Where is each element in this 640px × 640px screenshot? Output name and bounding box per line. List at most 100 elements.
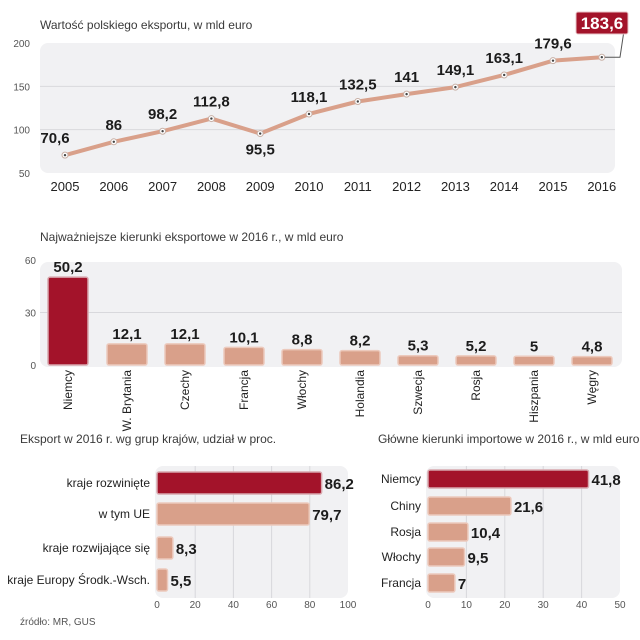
bars — [156, 471, 323, 592]
chart-title: Wartość polskiego eksportu, w mld euro — [40, 18, 253, 32]
x-tick-label: 10 — [461, 600, 473, 611]
data-labels: 70,6 86 98,2 112,8 95,5 118,1 132,5 141 149,1 163… — [40, 11, 629, 159]
bar — [397, 354, 439, 366]
series-line-path — [63, 55, 604, 158]
x-tick-label: 2006 — [99, 179, 128, 194]
bar — [427, 573, 456, 593]
highlight-label-box — [575, 11, 629, 35]
data-label: 9,5 — [467, 550, 488, 567]
data-label: 8,2 — [350, 333, 371, 350]
bar — [427, 547, 466, 567]
category-label: Włochy — [295, 370, 309, 409]
y-axis-ticks: 50 100 150 200 — [13, 39, 30, 180]
category-label: Hiszpania — [527, 370, 541, 423]
bar — [156, 502, 310, 526]
category-label: kraje Europy Środk.-Wsch. — [7, 572, 150, 587]
source-note: źródło: MR, GUS — [20, 617, 96, 628]
x-tick-label: 40 — [576, 600, 588, 611]
bar — [513, 355, 555, 366]
y-tick-label: 0 — [30, 361, 36, 372]
data-labels: 86,2 79,7 8,3 5,5 — [171, 476, 354, 590]
y-tick-label: 200 — [13, 39, 30, 50]
category-label: Rosja — [390, 525, 421, 539]
data-label: 112,8 — [193, 94, 230, 111]
gridlines — [40, 85, 615, 131]
data-label: 4,8 — [582, 339, 603, 356]
callout-leader-line — [604, 23, 626, 58]
bar — [427, 522, 469, 542]
export-directions-bar-chart: Najważniejsze kierunki eksportowe w 2016… — [25, 230, 622, 431]
data-label: 86,2 — [325, 476, 354, 493]
x-tick-label: 0 — [154, 600, 160, 611]
data-label: 5,2 — [466, 338, 487, 355]
category-label: Rosja — [469, 370, 483, 401]
data-label: 12,1 — [112, 326, 141, 343]
x-axis-ticks: 0 20 40 60 80 100 — [154, 600, 357, 611]
data-labels: 50,2 12,1 12,1 10,1 8,8 8,2 5,3 5,2 5 4,8 — [53, 259, 602, 355]
data-label: 10,4 — [471, 525, 501, 542]
data-label: 50,2 — [53, 259, 82, 276]
import-directions-bar-chart: Główne kierunki importowe w 2016 r., w m… — [378, 432, 640, 611]
x-tick-label: 40 — [228, 600, 240, 611]
bar — [339, 349, 381, 366]
data-point-center — [503, 73, 506, 77]
x-tick-label: 2008 — [197, 179, 226, 194]
y-tick-label: 100 — [13, 126, 30, 137]
category-label: Czechy — [178, 370, 192, 410]
x-tick-label: 80 — [304, 600, 316, 611]
category-label: Niemcy — [381, 472, 421, 486]
x-axis-ticks: 0 10 20 30 40 50 — [425, 600, 626, 611]
x-tick-label: 20 — [499, 600, 511, 611]
data-point-center — [259, 132, 262, 135]
y-tick-label: 30 — [25, 309, 37, 320]
category-label: Francja — [381, 576, 421, 590]
category-label: Niemcy — [61, 370, 75, 410]
y-tick-label: 50 — [19, 169, 31, 180]
category-label: W. Brytania — [120, 370, 134, 432]
data-label: 7 — [458, 576, 466, 593]
data-label: 8,8 — [292, 332, 313, 349]
data-point-center — [161, 130, 164, 133]
data-label: 179,6 — [534, 36, 572, 53]
bar — [106, 343, 148, 366]
y-tick-label: 60 — [25, 256, 37, 267]
x-tick-label: 20 — [190, 600, 202, 611]
x-tick-label: 50 — [614, 600, 626, 611]
x-tick-label: 2007 — [148, 179, 177, 194]
data-label: 141 — [394, 69, 419, 86]
data-label: 98,2 — [148, 106, 177, 123]
data-label: 79,7 — [312, 507, 341, 524]
chart-title: Główne kierunki importowe w 2016 r., w m… — [378, 432, 640, 446]
data-point-center — [210, 117, 213, 120]
x-tick-label: 60 — [266, 600, 278, 611]
y-tick-label: 150 — [13, 82, 30, 93]
x-tick-label: 2010 — [295, 179, 324, 194]
data-label: 10,1 — [229, 329, 258, 346]
bar — [427, 469, 590, 489]
data-label: 86 — [105, 117, 122, 134]
bar — [281, 348, 323, 366]
category-label: Chiny — [390, 499, 421, 513]
bar — [455, 355, 497, 366]
category-label: Węgry — [585, 370, 599, 405]
bar — [47, 276, 89, 366]
data-label: 5 — [530, 338, 538, 355]
data-label: 5,3 — [408, 338, 429, 355]
data-point-center — [405, 92, 408, 96]
category-label: kraje rozwinięte — [67, 476, 151, 490]
x-tick-label: 2016 — [587, 179, 616, 194]
data-point-center — [600, 56, 603, 59]
category-labels: Niemcy W. Brytania Czechy Francja Włochy Hola… — [61, 370, 599, 432]
data-point-center — [307, 112, 311, 116]
data-point-center — [63, 153, 67, 157]
data-label: 41,8 — [592, 472, 621, 489]
category-label: Włochy — [382, 550, 421, 564]
data-label: 95,5 — [246, 142, 275, 159]
category-label: Francja — [237, 370, 251, 410]
category-label: Szwecja — [411, 370, 425, 415]
data-point-center — [454, 85, 457, 89]
bars — [47, 276, 613, 366]
x-tick-label: 2011 — [344, 179, 372, 194]
data-label: 163,1 — [485, 50, 523, 67]
bar — [164, 343, 206, 366]
